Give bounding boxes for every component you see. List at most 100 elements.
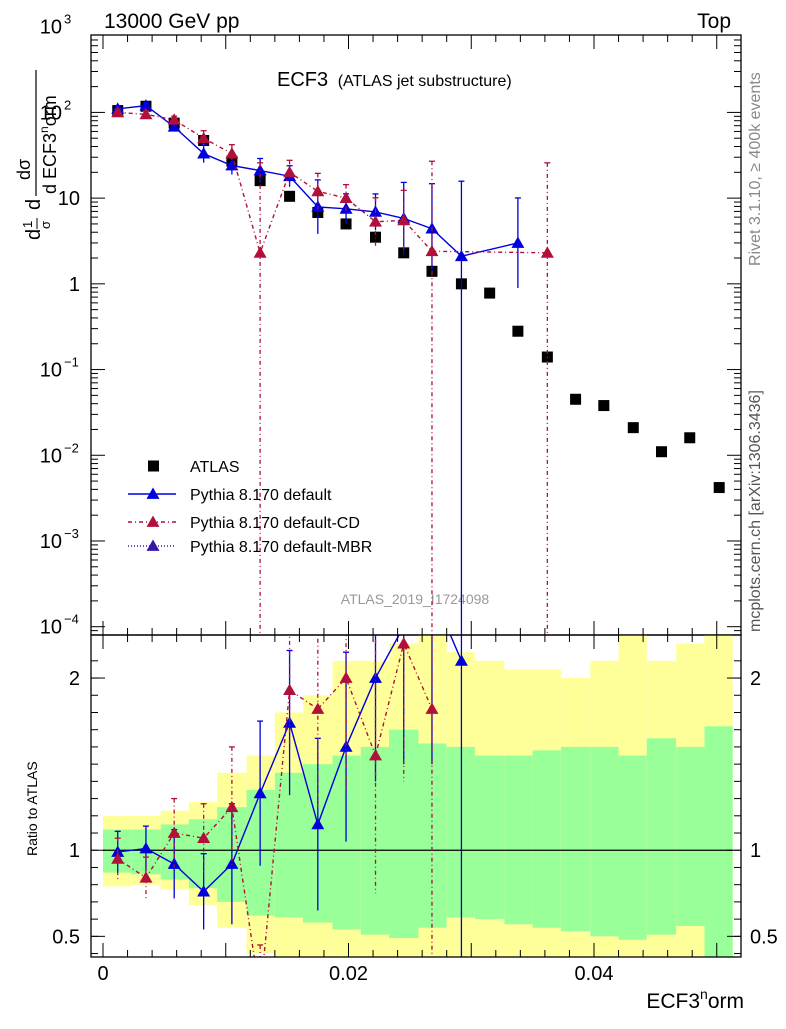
ratio-point [311, 817, 325, 830]
chart-title-main: ECF3 [277, 69, 328, 91]
legend-marker [146, 539, 160, 551]
ratio-y-tick-label: 2 [69, 668, 80, 690]
ratio-y-tick-label: 1 [69, 840, 80, 862]
ratio-point [253, 786, 267, 799]
y-tick-label-exp: −3 [64, 526, 79, 541]
uncertainty-band-green [389, 729, 419, 939]
atlas-point [598, 400, 610, 412]
y-tick-label: 10 [40, 531, 62, 553]
atlas-point [713, 482, 725, 494]
y-axis-label: d 1 σ d dσ d ECF3norm [14, 70, 60, 240]
main-series-2 [111, 105, 554, 635]
atlas-point [684, 432, 696, 444]
atlas-point [627, 422, 639, 434]
main-series-1 [111, 99, 525, 635]
uncertainty-band-green [646, 738, 677, 935]
ratio-point [425, 702, 439, 714]
main-point [397, 213, 411, 226]
ratio-point [139, 842, 153, 854]
ratio-y-tick-label: 0.5 [52, 926, 80, 948]
ratio-point [311, 702, 325, 714]
legend: ATLAS Pythia 8.170 default Pythia 8.170 de… [128, 459, 372, 556]
main-point [540, 246, 554, 258]
main-point [425, 244, 439, 257]
uncertainty-band-green [560, 746, 591, 932]
y-label-sigma: σ [38, 221, 53, 229]
main-point [283, 165, 297, 178]
atlas-point [484, 287, 496, 299]
process-label: Top [697, 10, 731, 33]
legend-marker-atlas [148, 460, 159, 472]
ratio-series-0 [111, 620, 468, 957]
y-tick-label: 1 [69, 274, 80, 296]
y-tick-label: 10 [58, 188, 80, 210]
main-point [139, 107, 153, 120]
ratio-point [197, 831, 211, 844]
main-frame [90, 34, 742, 636]
uncertainty-band-green [590, 746, 619, 937]
main-point [311, 200, 325, 212]
chart-subtitle: (ATLAS jet substructure) [338, 73, 512, 90]
legend-label: ATLAS [190, 459, 240, 476]
main-point [225, 159, 239, 171]
uncertainty-band-green [618, 755, 647, 940]
ratio-point [197, 885, 211, 897]
x-tick-label: 0.04 [575, 963, 614, 985]
main-point [311, 184, 325, 197]
main-point [167, 113, 181, 125]
legend-label: Pythia 8.170 default [190, 487, 332, 504]
uncertainty-band-green [504, 755, 533, 925]
atlas-point [340, 218, 352, 230]
beam-label: 13000 GeV pp [104, 10, 239, 33]
ratio-point [254, 990, 267, 1001]
ratio-point [369, 671, 383, 683]
x-tick-label: 0.02 [329, 963, 368, 985]
ratio-point [339, 671, 353, 683]
ratio-point [283, 683, 297, 695]
atlas-point [370, 231, 382, 243]
y-tick-label: 10 [40, 102, 62, 124]
y-label-one: 1 [20, 221, 35, 228]
y-label-num: dσ [14, 159, 34, 180]
ratio-series-1 [111, 635, 439, 1001]
y-tick-label: 10 [40, 17, 62, 39]
ratio-point [111, 852, 125, 864]
ratio-y-label: Ratio to ATLAS [24, 761, 40, 856]
y-tick-label-exp: 3 [64, 12, 71, 27]
legend-label: Pythia 8.170 default-CD [190, 515, 360, 532]
chart-title: ECF3 (ATLAS jet substructure) [277, 69, 512, 91]
main-point [197, 147, 211, 159]
main-point [253, 164, 267, 176]
y-tick-label: 10 [40, 360, 62, 382]
main-point [139, 99, 153, 111]
main-point [454, 249, 468, 262]
ratio-y-tick-label-right: 1 [750, 840, 761, 862]
ratio-point [225, 800, 239, 813]
y-label-den: d ECF3norm [37, 95, 60, 194]
ratio-point [139, 871, 153, 883]
main-point [225, 147, 239, 159]
legend-marker [146, 515, 160, 527]
ratio-frame [90, 634, 742, 958]
y-tick-label-exp: −1 [64, 355, 79, 370]
ratio-y-tick-label-right: 2 [750, 668, 761, 690]
atlas-point [656, 446, 668, 458]
ratio-line [117, 641, 433, 957]
uncertainty-band-green [676, 746, 705, 927]
main-point [197, 131, 211, 144]
ratio-point [397, 620, 410, 631]
uncertainty-band-green [704, 726, 733, 957]
y-tick-label-exp: −2 [64, 440, 79, 455]
mcplots-label: mcplots.cern.ch [arXiv:1306.3436] [747, 390, 764, 632]
y-label-d: d [23, 199, 45, 210]
y-tick-label: 10 [40, 445, 62, 467]
y-tick-label-exp: −4 [64, 612, 79, 627]
ratio-point [167, 857, 181, 869]
uncertainty-band-green [418, 743, 447, 928]
ratio-point [454, 654, 468, 666]
x-tick-label: 0 [97, 963, 108, 985]
ratio-point [225, 857, 239, 869]
ratio-point [397, 637, 411, 649]
watermark: ATLAS_2019_I1724098 [341, 591, 490, 607]
